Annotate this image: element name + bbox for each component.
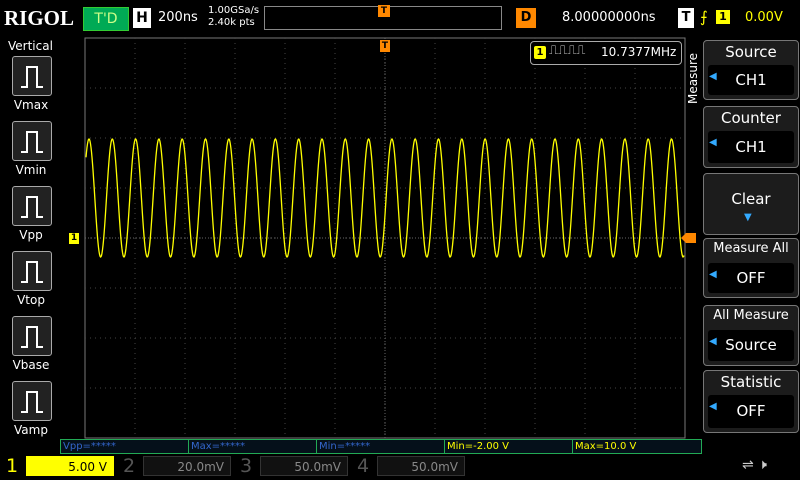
channel-number[interactable]: 2 — [123, 455, 136, 477]
trigger-level[interactable]: 0.00V — [745, 10, 783, 25]
menu-button[interactable]: Source CH1 ◀ — [703, 40, 799, 100]
menu-label: All Measure — [713, 308, 789, 323]
measure-label: Vmin — [15, 163, 47, 177]
menu-button[interactable]: Counter CH1 ◀ — [703, 106, 799, 168]
usb-sound-icons: ⇌ 🕨 — [742, 457, 768, 473]
waveform-trace — [85, 138, 685, 258]
left-panel-title: Vertical — [8, 39, 53, 53]
channel-scale[interactable]: 50.0mV — [260, 456, 348, 476]
trigger-label: T — [678, 8, 694, 28]
counter-box: 1 ⎍⎍⎍⎍ 10.7377MHz — [530, 41, 682, 65]
menu-button[interactable]: Measure All OFF ◀ — [703, 238, 799, 298]
measure-button[interactable] — [12, 186, 52, 226]
menu-label: Measure All — [713, 241, 789, 256]
menu-label: Clear — [731, 190, 771, 208]
pulse-icon — [21, 131, 43, 153]
trigger-marker: T — [380, 40, 390, 52]
menu-title: Measure — [686, 53, 700, 104]
channel-number[interactable]: 1 — [6, 455, 19, 477]
counter-frequency: 10.7377MHz — [601, 45, 677, 59]
menu-value: CH1 — [708, 65, 794, 95]
menu-arrow: ▼ — [744, 212, 752, 223]
menu-value: OFF — [708, 395, 794, 428]
measure-icon — [21, 196, 43, 218]
channel-marker: 1 — [69, 233, 79, 244]
counter-icon: ⎍⎍⎍⎍ — [549, 43, 586, 58]
timebase-label: H — [133, 8, 151, 28]
measurement: Max=10.0 V — [572, 439, 702, 454]
measure-icon — [21, 391, 43, 413]
channel-scale[interactable]: 50.0mV — [377, 456, 465, 476]
channel-scale[interactable]: 20.0mV — [143, 456, 231, 476]
channel-number[interactable]: 4 — [357, 455, 370, 477]
channel-number[interactable]: 3 — [240, 455, 253, 477]
pulse-icon — [21, 326, 43, 348]
measurement: Vpp=***** — [60, 439, 190, 454]
menu-arrow: ◀ — [709, 336, 717, 347]
menu-label: Statistic — [720, 373, 782, 391]
menu-value: CH1 — [708, 131, 794, 163]
measure-label: Vtop — [17, 293, 45, 307]
menu-label: Counter — [721, 109, 781, 127]
sample-rate: 1.00GSa/s — [208, 5, 260, 16]
menu-arrow: ◀ — [709, 137, 717, 148]
trigger-level-marker — [681, 233, 696, 243]
pulse-icon — [21, 66, 43, 88]
menu-arrow: ◀ — [709, 71, 717, 82]
pulse-icon — [21, 196, 43, 218]
menu-arrow: ◀ — [709, 401, 717, 412]
menu-arrow: ◀ — [709, 269, 717, 280]
menu-button[interactable]: Clear ▼ — [703, 173, 799, 235]
menu-button[interactable]: All Measure Source ◀ — [703, 305, 799, 366]
measure-button[interactable] — [12, 251, 52, 291]
counter-channel: 1 — [534, 46, 546, 59]
channel-scale[interactable]: 5.00 V — [26, 456, 114, 476]
menu-value: OFF — [708, 263, 794, 293]
measure-button[interactable] — [12, 316, 52, 356]
measure-icon — [21, 326, 43, 348]
measure-button[interactable] — [12, 381, 52, 421]
measure-icon — [21, 66, 43, 88]
measure-label: Vpp — [19, 228, 43, 242]
measure-icon — [21, 261, 43, 283]
measure-icon — [21, 131, 43, 153]
menu-value: Source — [708, 330, 794, 361]
timebase[interactable]: 200ns — [158, 10, 198, 25]
measurement: Min=-2.00 V — [444, 439, 574, 454]
measurement: Min=***** — [316, 439, 446, 454]
trigger-position-marker: T — [378, 5, 390, 17]
pulse-icon — [21, 261, 43, 283]
pulse-icon — [21, 391, 43, 413]
memory-depth: 2.40k pts — [208, 17, 255, 28]
trigger-channel: 1 — [716, 10, 730, 24]
measure-button[interactable] — [12, 56, 52, 96]
measurement: Max=***** — [188, 439, 318, 454]
trigger-edge-icon: ⨍ — [700, 8, 708, 26]
delay[interactable]: 8.00000000ns — [562, 10, 656, 25]
measure-label: Vbase — [12, 358, 50, 372]
menu-button[interactable]: Statistic OFF ◀ — [703, 370, 799, 433]
run-status[interactable]: T'D — [83, 7, 129, 31]
measure-label: Vamp — [14, 423, 48, 437]
measure-button[interactable] — [12, 121, 52, 161]
brand: RIGOL — [4, 6, 75, 30]
delay-label: D — [516, 8, 536, 28]
menu-label: Source — [725, 43, 777, 61]
measure-label: Vmax — [13, 98, 49, 112]
